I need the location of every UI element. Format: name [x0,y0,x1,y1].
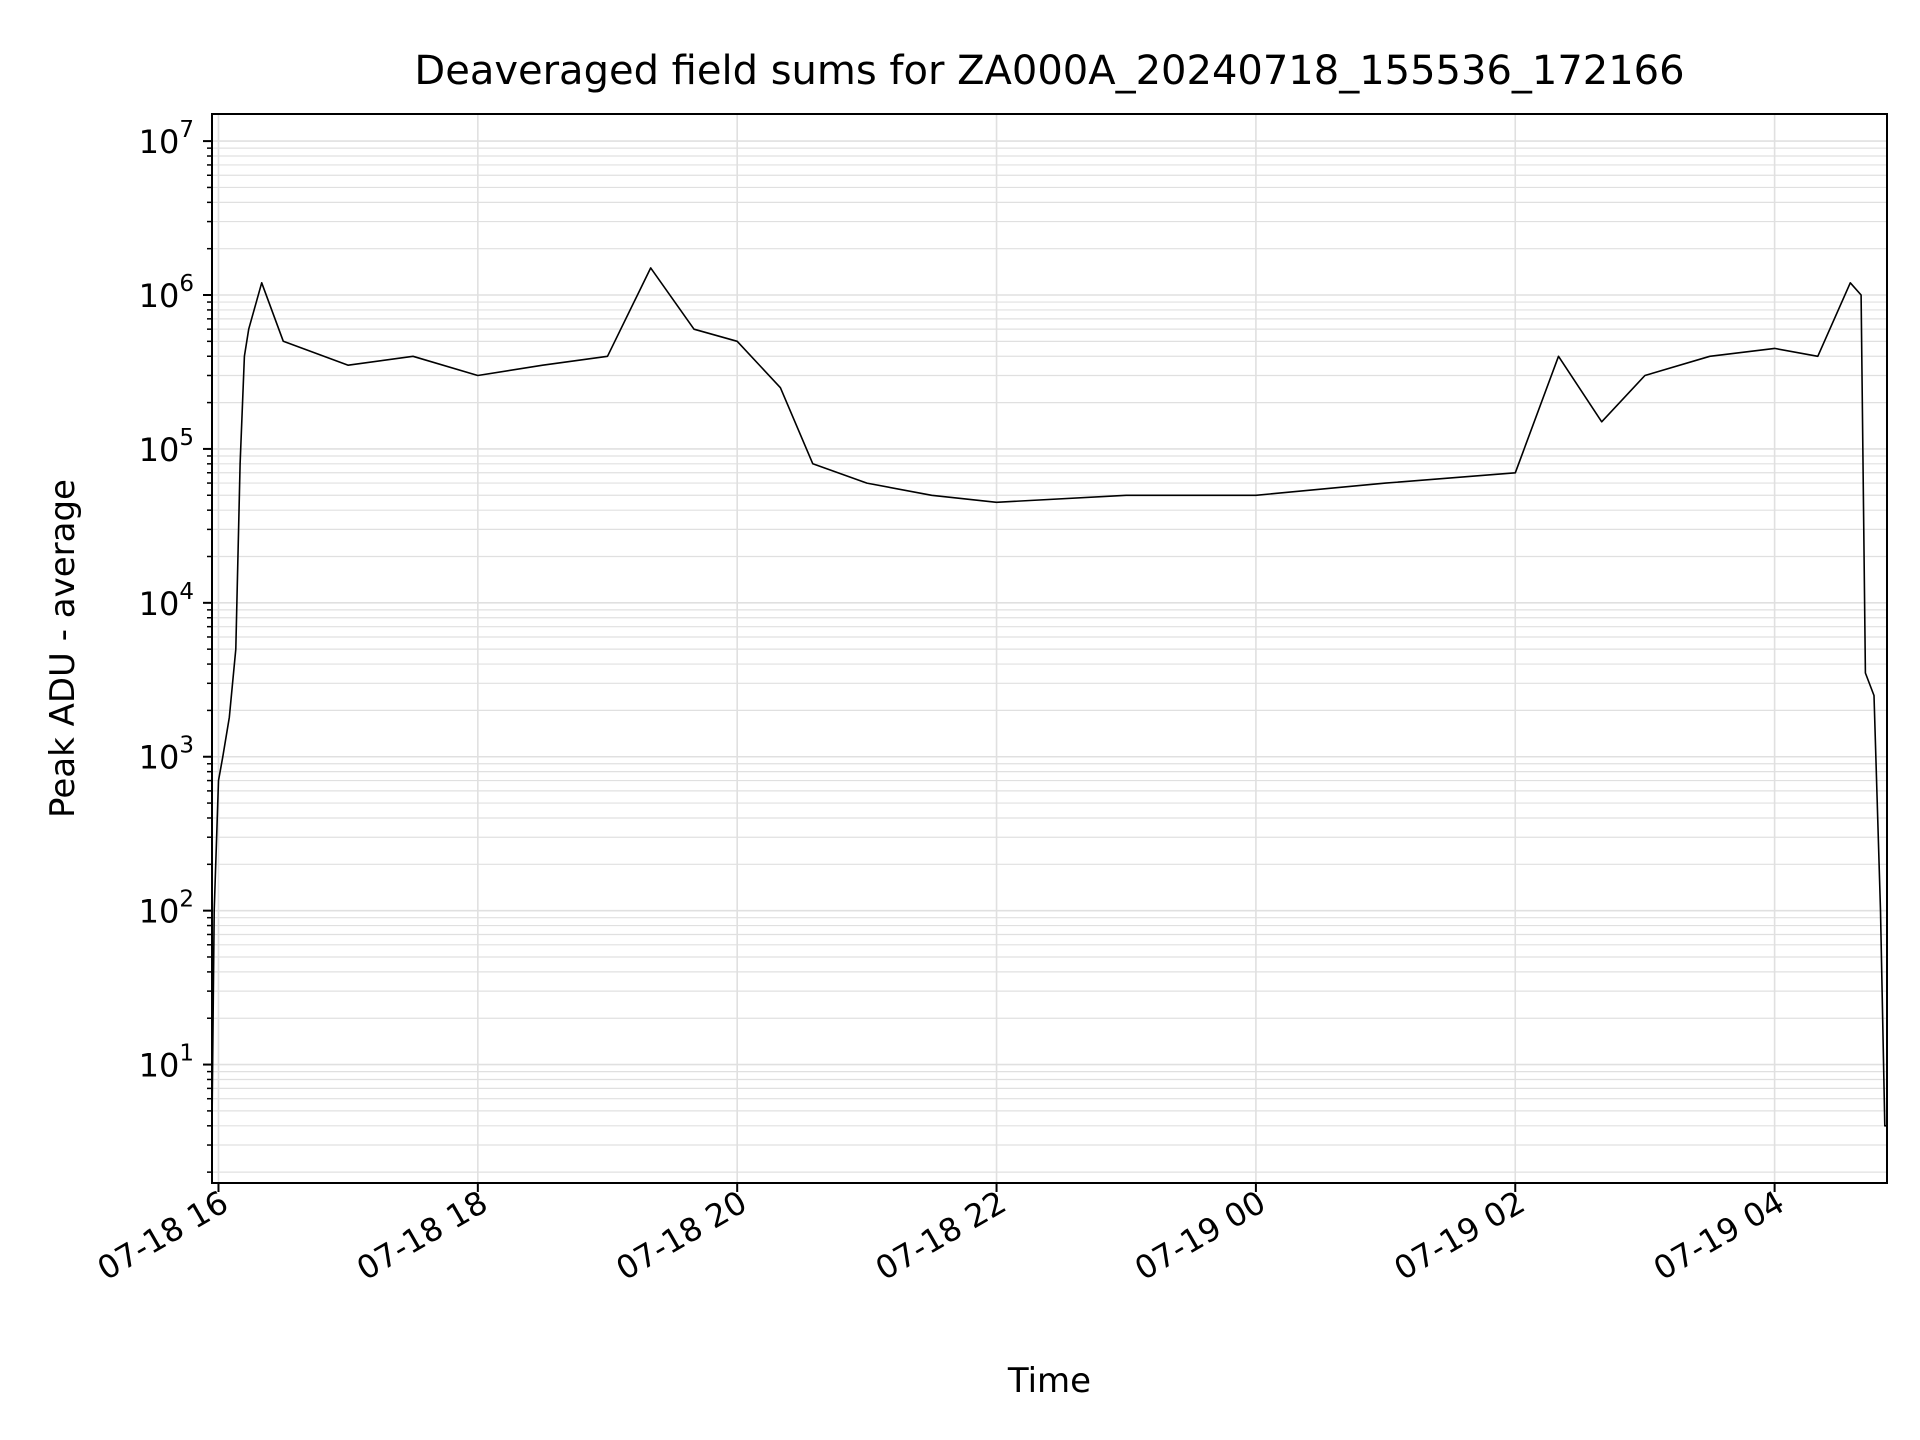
y-tick-label: 107 [139,117,194,161]
y-tick-label-base: 10 [139,739,180,777]
grid-layer [212,114,1887,1183]
x-tick-label: 07-18 18 [350,1183,494,1288]
x-tick-label: 07-19 02 [1388,1183,1532,1288]
y-tick-label-exponent: 4 [179,579,194,605]
x-axis-title: Time [1007,1361,1091,1401]
y-tick-label: 106 [139,271,194,315]
plot-area-frame [211,113,1888,1184]
y-tick-label-base: 10 [139,277,180,315]
y-tick-label-base: 10 [139,893,180,931]
series-line [211,267,1887,1127]
y-tick-label: 104 [139,579,194,623]
x-tick-label: 07-19 04 [1647,1183,1791,1288]
y-tick-label: 102 [139,887,194,931]
x-tick-label: 07-18 20 [610,1183,754,1288]
y-tick-label: 103 [139,733,194,777]
series-layer [211,267,1887,1127]
y-tick-label-exponent: 5 [179,425,194,451]
chart-title: Deaveraged field sums for ZA000A_2024071… [414,48,1684,94]
y-tick-label-exponent: 3 [179,733,194,759]
y-tick-label-exponent: 2 [179,887,194,913]
y-tick-label-base: 10 [139,585,180,623]
y-tick-label-exponent: 7 [179,117,194,143]
y-tick-label: 101 [139,1041,194,1085]
y-tick-label-exponent: 6 [179,271,194,297]
y-tick-label-base: 10 [139,123,180,161]
y-tick-label-base: 10 [139,1047,180,1085]
x-tick-label: 07-18 22 [869,1183,1013,1288]
y-tick-label-exponent: 1 [179,1041,194,1067]
y-tick-label-base: 10 [139,431,180,469]
y-axis-title: Peak ADU - average [43,479,83,818]
x-tick-label: 07-18 16 [91,1183,235,1288]
y-tick-label: 105 [139,425,194,469]
x-tick-label: 07-19 00 [1128,1183,1272,1288]
